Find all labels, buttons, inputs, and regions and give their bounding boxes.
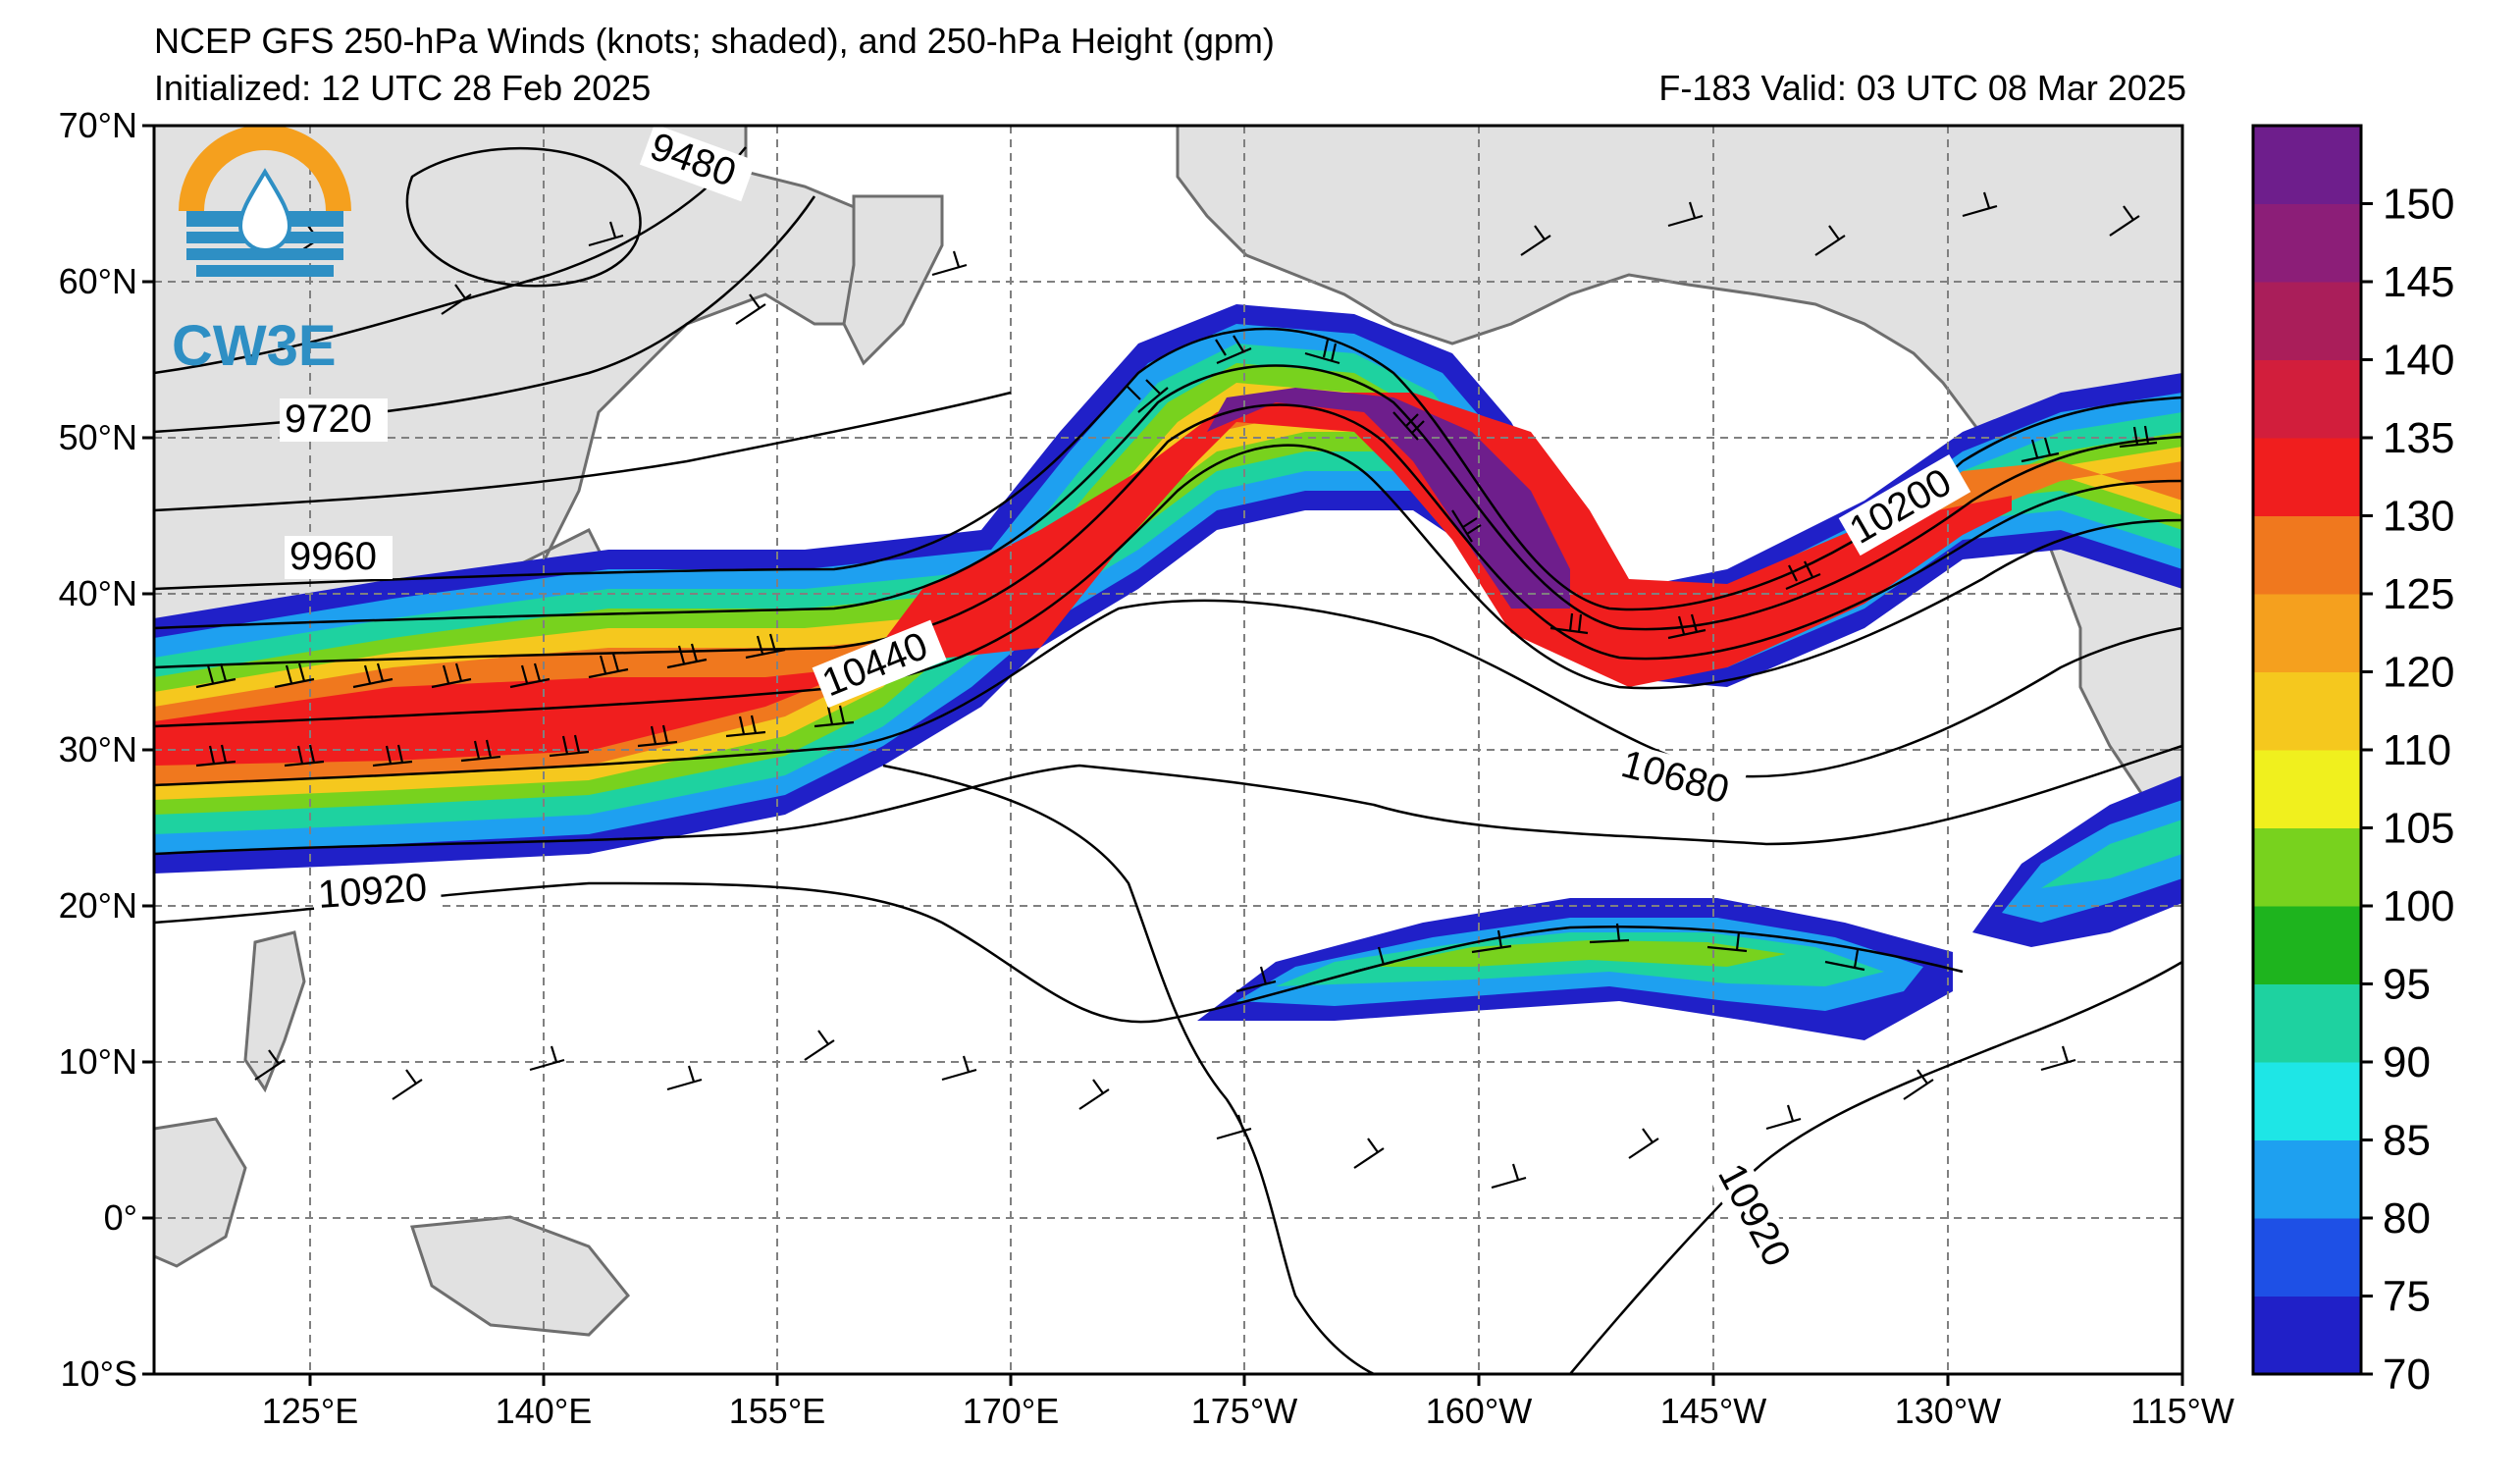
lon-label: 170°E [963, 1391, 1059, 1431]
lat-label: 10°S [61, 1353, 137, 1394]
colorbar-swatch [2253, 750, 2361, 828]
lat-label: 30°N [59, 729, 137, 769]
colorbar-tick-label: 110 [2383, 726, 2451, 774]
colorbar-tick-label: 95 [2383, 961, 2431, 1009]
wind-barb-row [1235, 923, 1865, 993]
wind-barb-row [195, 633, 786, 689]
lon-label: 115°W [2130, 1391, 2234, 1431]
colorbar-swatch [2253, 1296, 2361, 1375]
init-time: Initialized: 12 UTC 28 Feb 2025 [154, 68, 652, 108]
lat-label: 40°N [59, 573, 137, 613]
cw3e-logo: CW3E [172, 126, 351, 378]
lon-label: 140°E [496, 1391, 592, 1431]
wind-barb-row [1126, 335, 2158, 640]
colorbar-swatch [2253, 983, 2361, 1063]
colorbar-tick-label: 135 [2383, 414, 2454, 462]
colorbar-tick-label: 140 [2383, 337, 2454, 385]
lat-label: 50°N [59, 417, 137, 457]
logo-text: CW3E [172, 314, 337, 378]
wind-barb-row [195, 705, 855, 768]
contour-label-10920-west: 10920 [317, 866, 429, 917]
jet-stream-east [1972, 775, 2182, 947]
colorbar-tick-label: 70 [2383, 1351, 2431, 1399]
colorbar-swatch [2253, 1139, 2361, 1219]
colorbar-swatch [2253, 1062, 2361, 1140]
colorbar-tick-label: 150 [2383, 181, 2454, 229]
latitude-axis: 70°N 60°N 50°N 40°N 30°N 20°N 10°N 0° 10… [59, 105, 154, 1394]
colorbar-swatch [2253, 359, 2361, 439]
colorbar: 70 75 80 85 90 95 100 105 110 120 125 130 135 140 145 1… [2251, 124, 2454, 1399]
map-panel: 9480 9720 9960 10200 10440 10680 [154, 126, 2182, 1374]
lon-label: 155°E [729, 1391, 825, 1431]
colorbar-swatch [2253, 126, 2361, 204]
lon-label: 125°E [262, 1391, 358, 1431]
colorbar-swatch [2253, 1218, 2361, 1297]
colorbar-swatch [2253, 671, 2361, 751]
colorbar-tick-label: 130 [2383, 493, 2454, 541]
lon-label: 130°W [1895, 1391, 2001, 1431]
lat-label: 70°N [59, 105, 137, 145]
colorbar-tick-label: 75 [2383, 1273, 2431, 1321]
colorbar-tick-label: 90 [2383, 1038, 2431, 1086]
contour-label-9960: 9960 [289, 535, 377, 578]
water-drop-icon [237, 168, 292, 252]
contour-label-9720: 9720 [285, 397, 372, 441]
lat-label: 20°N [59, 885, 137, 926]
lat-label: 0° [104, 1197, 137, 1238]
colorbar-tick-label: 85 [2383, 1117, 2431, 1165]
colorbar-swatch [2253, 906, 2361, 984]
lon-label: 175°W [1191, 1391, 1297, 1431]
valid-time: F-183 Valid: 03 UTC 08 Mar 2025 [1658, 68, 2186, 108]
wind-barb-row [254, 1030, 2076, 1190]
colorbar-tick-label: 105 [2383, 805, 2454, 853]
height-contours [154, 146, 2182, 1374]
lon-label: 160°W [1426, 1391, 1532, 1431]
wind-barb-row [293, 191, 2140, 325]
colorbar-tick-label: 145 [2383, 258, 2454, 306]
graticule [154, 126, 2182, 1374]
colorbar-swatch [2253, 515, 2361, 595]
lat-label: 60°N [59, 261, 137, 301]
colorbar-swatch [2253, 594, 2361, 672]
colorbar-tick-label: 120 [2383, 649, 2454, 697]
colorbar-swatch [2253, 827, 2361, 907]
colorbar-tick-label: 125 [2383, 570, 2454, 618]
map-title: NCEP GFS 250-hPa Winds (knots; shaded), … [154, 21, 1275, 61]
colorbar-swatch [2253, 203, 2361, 283]
wind-barbs [195, 191, 2158, 1190]
colorbar-swatch [2253, 282, 2361, 360]
jet-stream-south [1197, 898, 1953, 1040]
lon-label: 145°W [1660, 1391, 1766, 1431]
colorbar-tick-label: 80 [2383, 1194, 2431, 1243]
colorbar-tick-label: 100 [2383, 882, 2454, 930]
colorbar-swatch [2253, 438, 2361, 516]
longitude-axis: 125°E 140°E 155°E 170°E 175°W 160°W 145°… [262, 1374, 2234, 1431]
lat-label: 10°N [59, 1041, 137, 1082]
